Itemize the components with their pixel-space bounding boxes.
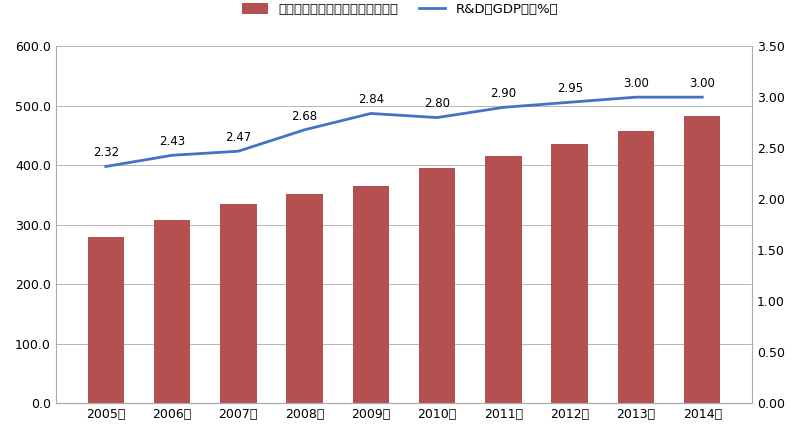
Text: 2.47: 2.47 bbox=[225, 131, 251, 144]
R&D対gdp比（%） bbox=[432, 115, 442, 120]
Bar bbox=[618, 131, 654, 403]
R&D対gdp比（%） bbox=[565, 100, 574, 105]
Legend: 研究開発費（単位：億台湾ドル）, R&D対GDP比（%）: 研究開発費（単位：億台湾ドル）, R&D対GDP比（%） bbox=[237, 0, 563, 21]
Bar bbox=[551, 144, 588, 403]
Text: 2.68: 2.68 bbox=[291, 110, 318, 123]
Text: 2.84: 2.84 bbox=[358, 93, 384, 106]
Bar bbox=[286, 194, 323, 403]
R&D対gdp比（%） bbox=[101, 164, 110, 169]
Text: 2.32: 2.32 bbox=[93, 146, 118, 160]
R&D対gdp比（%） bbox=[631, 95, 641, 100]
Bar bbox=[353, 186, 389, 403]
Line: R&D対gdp比（%）: R&D対gdp比（%） bbox=[106, 97, 702, 167]
R&D対gdp比（%） bbox=[167, 153, 177, 158]
Bar bbox=[87, 237, 124, 403]
Bar bbox=[485, 156, 522, 403]
R&D対gdp比（%） bbox=[698, 95, 707, 100]
Text: 2.80: 2.80 bbox=[424, 97, 450, 110]
Text: 3.00: 3.00 bbox=[690, 77, 715, 90]
Text: 2.90: 2.90 bbox=[490, 87, 517, 100]
R&D対gdp比（%） bbox=[234, 149, 243, 154]
Bar bbox=[220, 204, 257, 403]
Text: 3.00: 3.00 bbox=[623, 77, 649, 90]
R&D対gdp比（%） bbox=[300, 127, 310, 133]
Bar bbox=[154, 220, 190, 403]
R&D対gdp比（%） bbox=[498, 105, 508, 110]
Bar bbox=[419, 167, 455, 403]
Bar bbox=[684, 116, 721, 403]
R&D対gdp比（%） bbox=[366, 111, 376, 116]
Text: 2.43: 2.43 bbox=[159, 135, 185, 148]
Text: 2.95: 2.95 bbox=[557, 82, 582, 95]
